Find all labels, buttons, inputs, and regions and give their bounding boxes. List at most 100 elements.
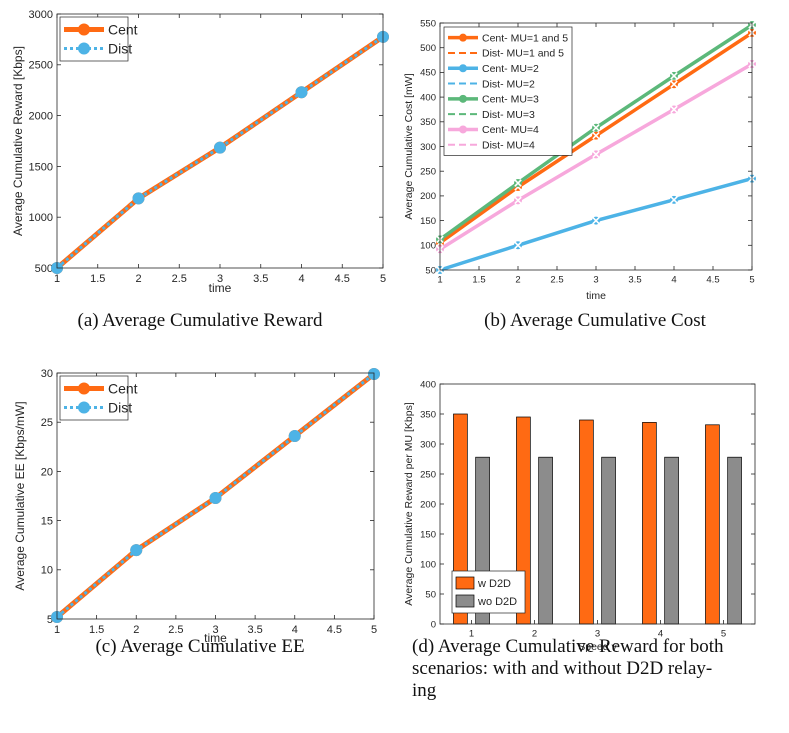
- x-tick-label: 4: [658, 629, 663, 640]
- chart-panel-a: 500 1000 1500 2000 2500 3000 1 1.5 2 2.5 3 3.5 4 4.5 5…: [0, 0, 395, 300]
- y-tick-label: 50: [425, 265, 436, 276]
- y-tick-label: 200: [420, 499, 436, 510]
- y-tick-label: 250: [420, 167, 436, 178]
- bar: [727, 456, 742, 625]
- x-tick-label: 5: [749, 275, 754, 286]
- bar: [601, 456, 616, 625]
- x-tick-label: 2: [515, 275, 520, 286]
- data-point-x: [592, 131, 600, 140]
- x-tick-label: 1.5: [89, 624, 104, 636]
- x-tick-label: 4: [671, 275, 676, 286]
- y-tick-label: 500: [35, 263, 53, 275]
- x-tick-label: 1: [54, 273, 60, 285]
- data-point: [214, 141, 226, 154]
- legend-swatch: [455, 576, 475, 590]
- legend-label: Cent- MU=1 and 5: [482, 32, 568, 44]
- x-axis-label: Speed v: [578, 641, 617, 653]
- legend-box: [443, 26, 573, 156]
- x-tick-label: 3.5: [253, 273, 268, 285]
- legend-label: Cent- MU=2: [482, 63, 539, 75]
- y-tick-label: 400: [420, 379, 436, 390]
- y-tick-label: 0: [431, 619, 436, 630]
- data-point-x: [592, 150, 600, 159]
- y-axis-label: Average Cumulative EE [Kbps/mW]: [13, 401, 27, 590]
- legend-label: Dist: [108, 41, 132, 57]
- x-tick-label: 3.5: [247, 624, 262, 636]
- legend-label: w D2D: [477, 578, 511, 590]
- bar: [705, 424, 720, 625]
- chart-panel-b: 50 100 150 200 250 300 350 400 450 500 550 1 1.5 2 2.5…: [395, 0, 789, 302]
- legend-label: Cent- MU=4: [482, 124, 539, 136]
- x-tick-label: 2: [133, 624, 139, 636]
- data-point: [78, 23, 90, 36]
- legend-label: Dist- MU=3: [482, 109, 535, 121]
- data-point-x: [670, 196, 678, 204]
- x-tick-label: 1: [469, 629, 474, 640]
- data-point: [78, 382, 90, 395]
- caption-d-line3: ing: [412, 680, 437, 701]
- legend-label: Cent: [108, 22, 138, 38]
- x-tick-label: 4.5: [335, 273, 350, 285]
- data-point: [459, 125, 467, 134]
- cost-line-chart: 50 100 150 200 250 300 350 400 450 500 550 1 1.5 2 2.5…: [403, 18, 756, 302]
- reward-line-chart: 500 1000 1500 2000 2500 3000 1 1.5 2 2.5 3 3.5 4 4.5 5…: [11, 9, 389, 295]
- plot-border: [439, 383, 756, 625]
- legend-label: Cent- MU=3: [482, 94, 539, 106]
- data-point: [288, 429, 301, 442]
- x-axis-label: time: [586, 290, 606, 302]
- y-tick-label: 20: [41, 466, 53, 478]
- x-tick-label: 4.5: [706, 275, 719, 286]
- y-tick-label: 30: [41, 368, 53, 380]
- data-point-x: [670, 105, 678, 114]
- x-tick-label: 3: [217, 273, 223, 285]
- x-tick-label: 5: [380, 273, 386, 285]
- y-tick-label: 2500: [29, 60, 53, 72]
- legend-box: [59, 375, 129, 421]
- data-point: [459, 33, 467, 42]
- y-tick-label: 300: [420, 439, 436, 450]
- data-point-x: [592, 123, 600, 132]
- x-tick-label: 4.5: [327, 624, 342, 636]
- y-tick-label: 550: [420, 18, 436, 29]
- data-point: [295, 86, 308, 99]
- x-tick-label: 2.5: [550, 275, 563, 286]
- bar: [579, 419, 594, 625]
- data-point: [130, 544, 143, 557]
- data-point-x: [514, 241, 522, 250]
- legend-label: Cent: [108, 381, 138, 397]
- x-tick-label: 1.5: [90, 273, 105, 285]
- y-tick-label: 1000: [29, 212, 53, 224]
- x-tick-label: 1: [54, 624, 60, 636]
- y-tick-label: 25: [41, 417, 53, 429]
- y-tick-label: 10: [41, 565, 53, 577]
- legend-swatch: [455, 594, 475, 608]
- x-tick-label: 3: [593, 275, 598, 286]
- y-tick-label: 250: [420, 469, 436, 480]
- x-tick-label: 4: [292, 624, 298, 636]
- y-tick-label: 100: [420, 241, 436, 252]
- x-tick-label: 4: [298, 273, 304, 285]
- x-tick-label: 3.5: [628, 275, 641, 286]
- chart-panel-c: 5 10 15 20 25 30 1 1.5 2 2.5 3 3.5 4 4.5 5 time Average …: [0, 360, 395, 645]
- caption-d-line2: scenarios: with and without D2D relay-: [412, 658, 713, 679]
- caption-d-line1: (d) Average Cumulative Reward for both: [412, 636, 724, 657]
- data-point: [459, 64, 467, 73]
- data-point-x: [670, 80, 678, 89]
- chart-panel-d: 0 50 100 150 200 250 300 350 400 Speed v Average C…: [395, 360, 789, 653]
- x-tick-label: 3: [595, 629, 600, 640]
- y-axis-label: Average Cumulative Reward [Kbps]: [11, 46, 25, 236]
- legend-label: Dist: [108, 400, 132, 416]
- y-tick-label: 5: [47, 614, 53, 626]
- y-tick-label: 100: [420, 559, 436, 570]
- y-tick-label: 3000: [29, 9, 53, 21]
- y-tick-label: 15: [41, 515, 53, 527]
- y-tick-label: 150: [420, 216, 436, 227]
- x-axis-label: time: [209, 281, 232, 295]
- bar: [664, 456, 679, 625]
- y-tick-label: 200: [420, 191, 436, 202]
- legend-box: [59, 16, 129, 62]
- caption-b: (b) Average Cumulative Cost: [484, 310, 706, 331]
- plot-border: [56, 13, 384, 269]
- reward-bar-chart: 0 50 100 150 200 250 300 350 400 Speed v Average C…: [403, 379, 756, 653]
- data-point-x: [670, 72, 678, 80]
